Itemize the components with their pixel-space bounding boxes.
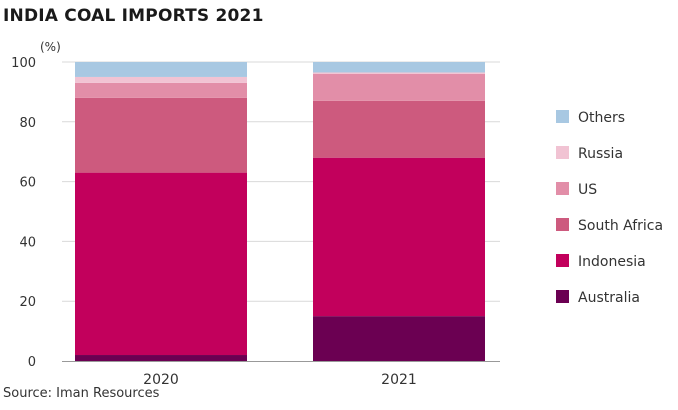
legend-label-others: Others bbox=[578, 110, 625, 126]
bar-segment-south-africa-2021 bbox=[313, 100, 485, 158]
legend-swatch-others bbox=[556, 110, 569, 123]
bar-segment-russia-2021 bbox=[313, 72, 485, 74]
y-tick-label: 60 bbox=[19, 176, 36, 191]
legend-swatch-south-africa bbox=[556, 218, 569, 231]
bar-segment-australia-2021 bbox=[313, 316, 485, 361]
bars bbox=[75, 62, 485, 361]
bar-segment-others-2020 bbox=[75, 62, 247, 77]
legend-swatch-australia bbox=[556, 290, 569, 303]
y-axis-unit: (%) bbox=[40, 40, 61, 54]
y-tick-label: 100 bbox=[11, 56, 36, 71]
bar-segment-us-2020 bbox=[75, 82, 247, 98]
bar-segment-south-africa-2020 bbox=[75, 97, 247, 173]
y-tick-label: 40 bbox=[19, 235, 36, 250]
legend: Others Russia US South Africa Indonesia Austr… bbox=[556, 110, 663, 306]
legend-label-us: US bbox=[578, 182, 597, 198]
y-axis: 0 20 40 60 80 100 bbox=[11, 56, 36, 370]
legend-label-russia: Russia bbox=[578, 146, 623, 162]
x-tick-label: 2020 bbox=[143, 372, 179, 388]
legend-label-south-africa: South Africa bbox=[578, 218, 663, 234]
y-tick-label: 20 bbox=[19, 295, 36, 310]
source-note: Source: Iman Resources bbox=[3, 386, 160, 401]
legend-swatch-us bbox=[556, 182, 569, 195]
chart-title: INDIA COAL IMPORTS 2021 bbox=[3, 6, 264, 26]
y-tick-label: 0 bbox=[28, 355, 36, 370]
bar-segment-russia-2020 bbox=[75, 76, 247, 83]
bar-segment-others-2021 bbox=[313, 62, 485, 73]
x-tick-label: 2021 bbox=[381, 372, 417, 388]
x-axis: 2020 2021 bbox=[62, 361, 500, 388]
legend-label-indonesia: Indonesia bbox=[578, 254, 646, 270]
bar-segment-australia-2020 bbox=[75, 355, 247, 361]
bar-segment-indonesia-2020 bbox=[75, 172, 247, 356]
legend-swatch-russia bbox=[556, 146, 569, 159]
bar-segment-indonesia-2021 bbox=[313, 157, 485, 317]
legend-label-australia: Australia bbox=[578, 290, 640, 306]
legend-swatch-indonesia bbox=[556, 254, 569, 267]
bar-segment-us-2021 bbox=[313, 73, 485, 101]
y-tick-label: 80 bbox=[19, 116, 36, 131]
